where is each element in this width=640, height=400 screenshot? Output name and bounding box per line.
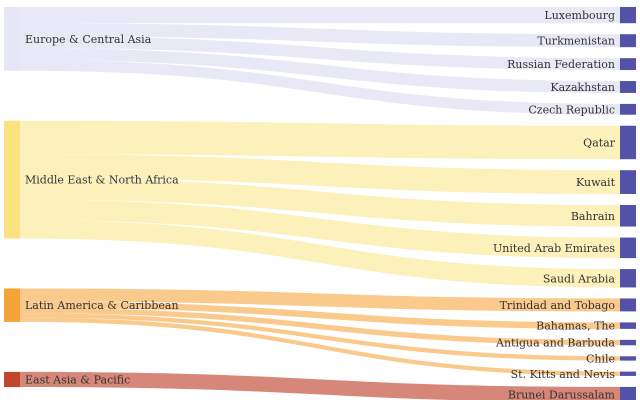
flow-europe-central-asia-to-czech-republic — [20, 59, 620, 115]
source-label-middle-east-north-africa: Middle East & North Africa — [25, 174, 179, 187]
target-node-brunei-darussalam — [620, 386, 636, 400]
flow-middle-east-north-africa-to-qatar — [20, 120, 620, 160]
target-node-czech-republic — [620, 103, 636, 115]
target-label-trinidad-and-tobago: Trinidad and Tobago — [500, 299, 616, 312]
flow-europe-central-asia-to-luxembourg — [20, 7, 620, 24]
target-node-st-kitts-and-nevis — [620, 371, 636, 376]
flow-middle-east-north-africa-to-united-arab-emirates — [20, 199, 620, 259]
source-label-latin-america-caribbean: Latin America & Caribbean — [25, 299, 179, 312]
target-label-st-kitts-and-nevis: St. Kitts and Nevis — [511, 368, 616, 381]
flow-latin-america-caribbean-to-st-kitts-and-nevis — [20, 317, 620, 376]
target-node-qatar — [620, 125, 636, 160]
flow-europe-central-asia-to-kazakhstan — [20, 48, 620, 93]
target-node-trinidad-and-tobago — [620, 298, 636, 312]
target-label-kazakhstan: Kazakhstan — [550, 81, 615, 94]
target-label-bahrain: Bahrain — [571, 210, 615, 223]
flow-latin-america-caribbean-to-bahamas-the — [20, 301, 620, 329]
source-node-east-asia-pacific — [4, 371, 20, 388]
source-node-latin-america-caribbean — [4, 288, 20, 322]
flow-latin-america-caribbean-to-antigua-and-barbuda — [20, 307, 620, 346]
source-node-europe-central-asia — [4, 7, 20, 71]
target-node-layer — [620, 7, 636, 400]
source-label-east-asia-pacific: East Asia & Pacific — [25, 373, 130, 386]
flow-middle-east-north-africa-to-bahrain — [20, 177, 620, 227]
source-label-europe-central-asia: Europe & Central Asia — [25, 33, 152, 46]
target-node-united-arab-emirates — [620, 237, 636, 259]
target-node-kazakhstan — [620, 81, 636, 93]
target-node-turkmenistan — [620, 34, 636, 48]
target-label-kuwait: Kuwait — [576, 176, 616, 189]
target-node-antigua-and-barbuda — [620, 339, 636, 346]
source-node-layer — [4, 7, 20, 388]
target-node-luxembourg — [620, 7, 636, 24]
target-label-luxembourg: Luxembourg — [544, 9, 615, 22]
target-label-antigua-and-barbuda: Antigua and Barbuda — [495, 337, 615, 350]
target-node-saudi-arabia — [620, 269, 636, 288]
flow-layer — [20, 7, 620, 400]
label-layer: Europe & Central Asia Middle East & North… — [25, 9, 616, 400]
target-label-russian-federation: Russian Federation — [507, 58, 615, 71]
target-label-chile: Chile — [586, 352, 615, 365]
flow-latin-america-caribbean-to-chile — [20, 313, 620, 361]
target-label-saudi-arabia: Saudi Arabia — [543, 272, 616, 285]
source-node-middle-east-north-africa — [4, 120, 20, 239]
flow-east-asia-pacific-to-brunei-darussalam — [20, 371, 620, 400]
target-label-united-arab-emirates: United Arab Emirates — [493, 242, 615, 255]
flow-middle-east-north-africa-to-saudi-arabia — [20, 220, 620, 288]
target-node-bahrain — [620, 204, 636, 227]
target-label-qatar: Qatar — [583, 136, 616, 149]
target-label-brunei-darussalam: Brunei Darussalam — [508, 388, 616, 400]
target-label-czech-republic: Czech Republic — [528, 103, 615, 116]
target-node-bahamas-the — [620, 322, 636, 329]
flow-europe-central-asia-to-turkmenistan — [20, 23, 620, 48]
target-node-russian-federation — [620, 58, 636, 71]
flow-latin-america-caribbean-to-trinidad-and-tobago — [20, 288, 620, 312]
target-node-chile — [620, 356, 636, 361]
target-label-turkmenistan: Turkmenistan — [537, 35, 615, 48]
flow-middle-east-north-africa-to-kuwait — [20, 154, 620, 194]
flow-europe-central-asia-to-russian-federation — [20, 36, 620, 71]
target-label-bahamas-the: Bahamas, The — [536, 320, 615, 333]
target-node-kuwait — [620, 170, 636, 194]
